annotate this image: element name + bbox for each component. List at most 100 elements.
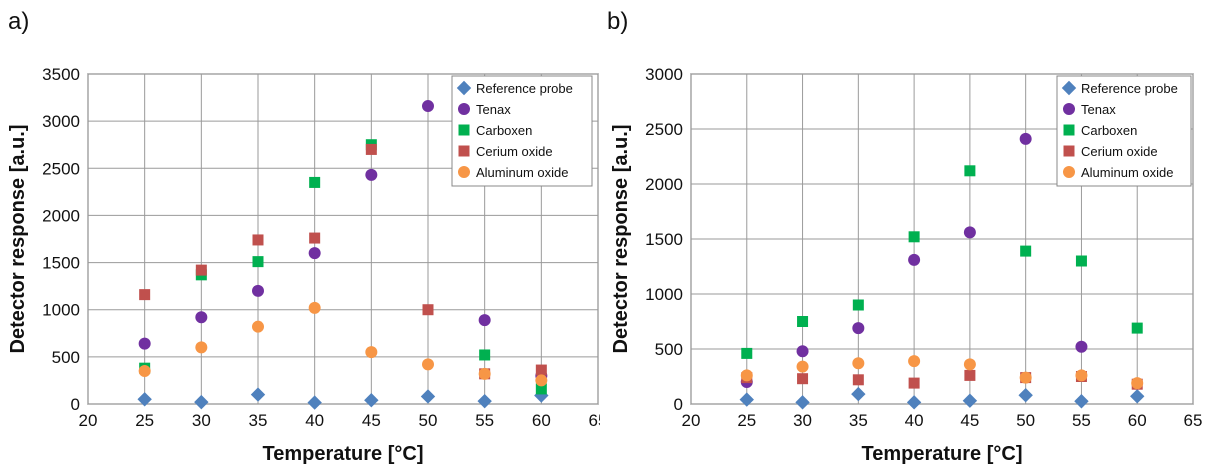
y-tick-label: 3000	[645, 65, 683, 84]
y-axis-title: Detector response [a.u.]	[7, 125, 29, 354]
y-axis-title: Detector response [a.u.]	[610, 125, 632, 354]
data-point	[478, 367, 491, 380]
x-tick-label: 25	[135, 411, 154, 430]
x-tick-label: 30	[793, 411, 812, 430]
panel-label-a: a)	[8, 8, 30, 35]
data-point	[139, 289, 151, 301]
data-point	[852, 322, 865, 335]
data-point	[252, 320, 264, 333]
data-point	[1019, 371, 1032, 384]
legend-label: Cerium oxide	[476, 144, 553, 159]
legend: Reference probe Tenax Carboxen Cerium oxide…	[451, 75, 593, 187]
x-tick-label: 65	[1184, 411, 1203, 430]
legend-label: Cerium oxide	[1081, 144, 1158, 159]
x-tick-label: 30	[192, 411, 211, 430]
data-point	[908, 253, 921, 266]
data-point	[1075, 255, 1087, 267]
data-point	[420, 389, 436, 404]
data-point	[307, 395, 322, 410]
legend-label: Reference probe	[1081, 81, 1178, 96]
legend-label: Aluminum oxide	[1081, 165, 1174, 180]
data-point	[964, 165, 976, 177]
x-tick-label: 35	[849, 411, 868, 430]
data-point	[1130, 389, 1145, 404]
x-tick-label: 35	[249, 411, 268, 430]
x-tick-label: 55	[1072, 411, 1091, 430]
y-tick-label: 2500	[42, 159, 80, 178]
data-point	[796, 345, 809, 358]
data-point	[906, 395, 922, 410]
data-point	[252, 256, 264, 268]
data-point	[477, 393, 492, 409]
legend-marker	[1063, 103, 1075, 115]
y-tick-label: 1000	[42, 301, 80, 320]
y-tick-label: 2500	[645, 120, 683, 139]
y-tick-label: 2000	[42, 206, 80, 225]
data-point	[740, 369, 753, 382]
y-tick-label: 500	[655, 340, 683, 359]
series-aluminum-oxide	[138, 301, 548, 387]
x-tick-label: 60	[532, 411, 551, 430]
data-point	[908, 231, 920, 243]
chart-a-svg: 20 25 30 35 40 45 50 55 60 65 0 500 1000 1500 2000 2500…	[7, 65, 600, 465]
panel-label-b: b)	[607, 8, 629, 35]
data-point	[138, 337, 151, 350]
data-point	[1074, 394, 1089, 409]
legend-box	[451, 75, 593, 187]
data-point	[422, 358, 434, 371]
data-point	[479, 349, 491, 361]
data-point	[852, 357, 865, 370]
legend-box	[1056, 75, 1192, 187]
legend-label: Carboxen	[1081, 123, 1137, 138]
chart-b-svg: 20 25 30 35 40 45 50 55 60 65 0 500 1000 1500 2000 2500…	[610, 65, 1203, 465]
legend-marker	[458, 124, 470, 136]
x-tick-label: 45	[960, 411, 979, 430]
data-point	[137, 392, 152, 407]
x-tick-label: 20	[79, 411, 98, 430]
data-point	[195, 311, 208, 324]
data-point	[308, 301, 321, 314]
legend-label: Tenax	[476, 102, 511, 117]
data-point	[194, 394, 209, 410]
data-point	[309, 232, 321, 244]
data-point	[852, 374, 864, 386]
data-point	[535, 383, 547, 395]
series-aluminum-oxide	[740, 355, 1144, 390]
data-point	[963, 226, 976, 239]
data-point	[365, 168, 378, 181]
data-point	[364, 393, 379, 408]
y-tick-label: 500	[52, 348, 80, 367]
data-point	[1019, 132, 1032, 145]
x-tick-label: 40	[305, 411, 324, 430]
data-point	[908, 377, 920, 389]
data-point	[963, 358, 976, 371]
x-tick-label: 50	[1016, 411, 1035, 430]
legend-label: Aluminum oxide	[476, 165, 569, 180]
legend-marker	[458, 103, 470, 115]
y-tick-label: 3000	[42, 112, 80, 131]
x-tick-label: 25	[737, 411, 756, 430]
data-point	[797, 316, 809, 327]
data-point	[852, 299, 864, 311]
legend-marker	[456, 80, 472, 96]
x-tick-label: 20	[682, 411, 701, 430]
series-reference-probe	[137, 387, 549, 410]
y-tick-label: 1500	[42, 254, 80, 273]
legend-label: Tenax	[1081, 102, 1116, 117]
data-point	[1075, 369, 1088, 382]
y-tick-label: 0	[674, 395, 683, 414]
series-tenax	[740, 132, 1088, 388]
x-tick-label: 45	[362, 411, 381, 430]
legend-marker	[458, 166, 470, 178]
data-point	[422, 304, 434, 316]
data-point	[250, 387, 266, 402]
legend-marker	[458, 145, 470, 157]
legend-marker	[1063, 166, 1075, 178]
x-tick-label: 55	[475, 411, 494, 430]
data-point	[797, 373, 809, 385]
data-point	[535, 374, 548, 387]
data-point	[365, 346, 378, 359]
x-axis-title: Temperature [°C]	[862, 443, 1023, 465]
data-point	[535, 364, 547, 376]
y-tick-label: 3500	[42, 65, 80, 84]
